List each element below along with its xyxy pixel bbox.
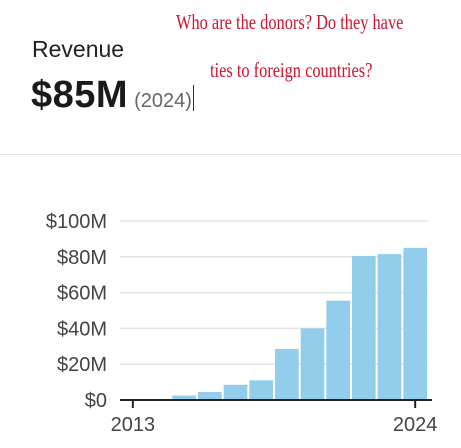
- bar-2015: [172, 395, 196, 400]
- metric-label: Revenue: [32, 36, 125, 62]
- bar-2018: [249, 380, 273, 400]
- y-tick-label: $100M: [46, 211, 107, 233]
- handwritten-annotation-line-2: ties to foreign countries?: [210, 58, 373, 82]
- bar-2016: [198, 391, 222, 400]
- chart-gridlines: [120, 220, 428, 365]
- bar-2023: [377, 254, 402, 400]
- metric-value-line: $85M (2024): [31, 74, 194, 117]
- y-tick-label: $60M: [57, 283, 107, 305]
- section-divider: [0, 154, 461, 155]
- x-tick-label: 2024: [393, 414, 438, 436]
- handwritten-annotation-line-1: Who are the donors? Do they have: [176, 10, 404, 34]
- x-tick-label: 2013: [111, 414, 156, 436]
- metric-year: (2024): [134, 90, 192, 112]
- y-tick-label: $40M: [57, 318, 107, 340]
- bar-2022: [352, 255, 376, 400]
- bar-2017: [223, 384, 248, 400]
- bar-2021: [326, 300, 350, 400]
- text-cursor: [192, 85, 194, 111]
- bar-2019: [275, 348, 299, 400]
- bar-2020: [300, 328, 325, 400]
- metric-value: $85M: [31, 74, 129, 116]
- x-axis-labels: 2013 2024: [111, 414, 438, 436]
- x-axis: [120, 399, 432, 408]
- y-tick-label: $20M: [57, 354, 107, 376]
- bar-2024: [403, 247, 427, 400]
- y-tick-label: $0: [85, 390, 107, 412]
- y-axis-labels: $0 $20M $40M $60M $80M $100M: [46, 211, 107, 412]
- y-tick-label: $80M: [57, 247, 107, 269]
- chart-bars: [121, 247, 427, 400]
